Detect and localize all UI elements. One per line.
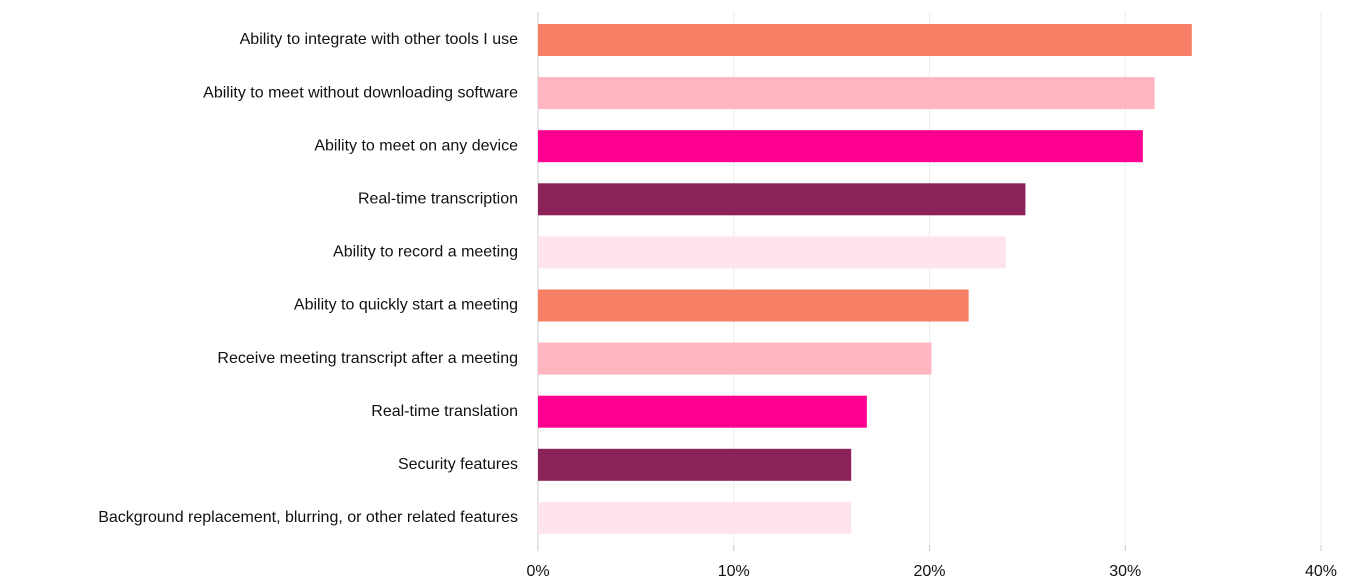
- bar: [538, 342, 932, 375]
- y-tick-label: Real-time transcription: [358, 191, 518, 208]
- y-tick-label: Ability to meet on any device: [314, 137, 518, 154]
- y-tick-label: Background replacement, blurring, or oth…: [98, 509, 518, 526]
- x-tick-label: 40%: [1305, 563, 1337, 580]
- x-tick-label: 0%: [526, 563, 549, 580]
- y-tick-label: Security features: [398, 456, 518, 473]
- bar: [538, 289, 969, 322]
- x-tick-label: 30%: [1109, 563, 1141, 580]
- bar: [538, 395, 867, 428]
- bar: [538, 448, 852, 481]
- bar: [538, 77, 1155, 110]
- x-tick-label: 10%: [718, 563, 750, 580]
- y-tick-label: Ability to record a meeting: [333, 244, 518, 261]
- bar: [538, 130, 1143, 163]
- y-tick-label: Ability to quickly start a meeting: [294, 297, 518, 314]
- x-tick-label: 20%: [913, 563, 945, 580]
- y-tick-label: Real-time translation: [371, 403, 518, 420]
- bar: [538, 236, 1006, 269]
- bar: [538, 501, 852, 534]
- bar: [538, 24, 1192, 56]
- y-tick-label: Ability to meet without downloading soft…: [203, 84, 518, 101]
- y-tick-label: Receive meeting transcript after a meeti…: [217, 350, 518, 367]
- y-tick-label: Ability to integrate with other tools I …: [240, 31, 518, 48]
- bar: [538, 183, 1026, 216]
